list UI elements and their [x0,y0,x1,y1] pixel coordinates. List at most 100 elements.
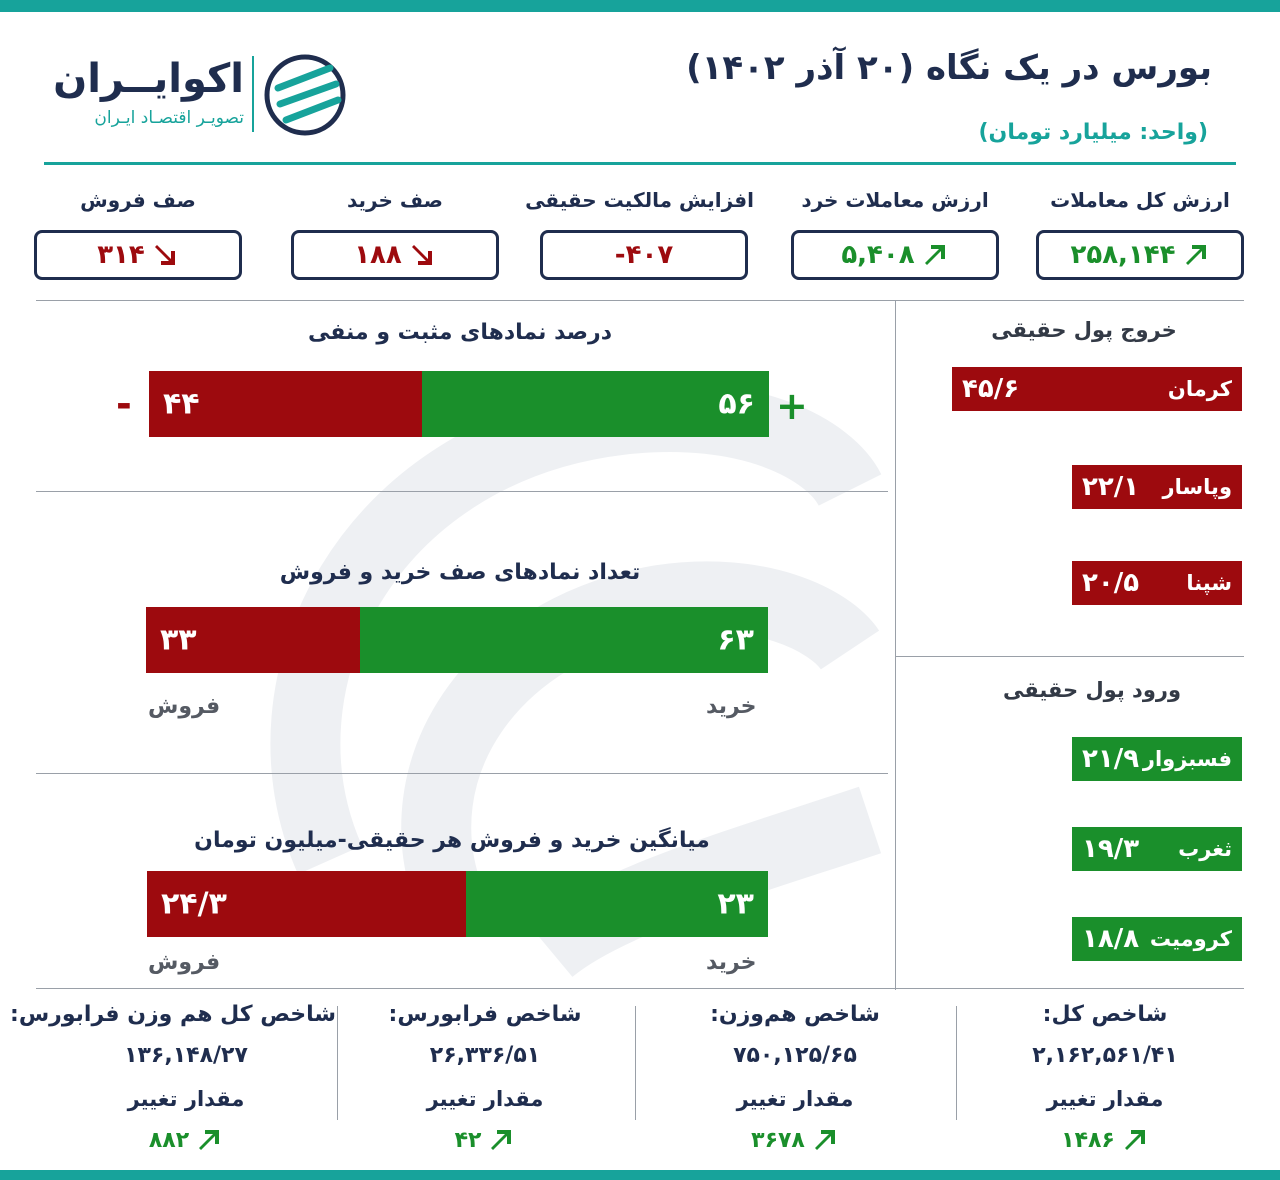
index-change-value: ۸۸۲ [149,1128,189,1153]
index-name: شاخص کل: [955,1002,1255,1027]
stat-label: ارزش کل معاملات [1030,188,1250,212]
index-value: ۲,۱۶۲,۵۶۱/۴۱ [955,1043,1255,1068]
negative-value: ۴۴ [163,387,200,422]
negative-segment: ۴۴ [149,371,422,437]
buy-label: خرید [706,694,757,719]
index-change-label: مقدار تغییر [335,1087,635,1111]
queues-bar: ۳۳ ۶۳ [146,607,768,673]
stat-card: ۵,۴۰۸ [791,230,999,280]
positive-segment: ۵۶ [422,371,769,437]
outflow-bar: کرمان ۴۵/۶ [952,367,1242,411]
index-change-value: ۳۶۷۸ [751,1128,805,1153]
outflow-bar: شپنا ۲۰/۵ [1072,561,1242,605]
symbol-value: ۱۸/۸ [1082,924,1139,954]
index-change: ۸۸۲ [36,1126,336,1154]
sell-label: فروش [148,950,220,975]
logo-separator [252,56,254,132]
arrow-up-icon [811,1126,839,1154]
arrow-up-icon [1182,241,1210,269]
grid-line [896,656,1244,657]
index-value: ۲۶,۳۳۶/۵۱ [335,1043,635,1068]
index-change: ۱۴۸۶ [955,1126,1255,1154]
symbol-name: کرومیت [1150,927,1232,951]
avg-trade-bar: ۲۴/۳ ۲۳ [147,871,768,937]
outflow-bar: وپاسار ۲۲/۱ [1072,465,1242,509]
positive-value: ۵۶ [718,387,755,422]
symbol-name: فسبزوار [1143,747,1232,771]
buy-label: خرید [706,950,757,975]
sell-queue-segment: ۳۳ [146,607,360,673]
avg-buy-segment: ۲۳ [466,871,768,937]
arrow-up-icon [195,1126,223,1154]
index-change: ۴۲ [335,1126,635,1154]
index-change-label: مقدار تغییر [645,1087,945,1111]
symbol-value: ۲۰/۵ [1082,568,1139,598]
arrow-down-icon [151,241,179,269]
queues-title: تعداد نمادهای صف خرید و فروش [110,560,810,585]
logo-tagline: تصویـر اقتصـاد ایـران [72,108,244,128]
index-name: شاخص فرابورس: [335,1002,635,1027]
buy-queue-value: ۶۳ [717,623,754,658]
stat-card: ۱۸۸ [291,230,499,280]
symbol-name: کرمان [1168,377,1232,401]
top-accent-bar [0,0,1280,12]
positive-negative-bar: ۴۴ ۵۶ [149,371,769,437]
symbol-value: ۲۲/۱ [1082,472,1139,502]
stat-value: ۲۵۸,۱۴۴ [1070,240,1175,270]
symbol-name: ثغرب [1178,837,1232,861]
stat-label: صف فروش [28,188,248,212]
inflow-bar: کرومیت ۱۸/۸ [1072,917,1242,961]
grid-vertical-line [895,300,896,990]
index-name: شاخص هم‌وزن: [645,1002,945,1027]
minus-sign: - [116,382,132,426]
symbol-value: ۱۹/۳ [1082,834,1139,864]
grid-line [36,300,1244,301]
grid-line [36,773,888,774]
symbol-value: ۲۱/۹ [1082,744,1139,774]
buy-queue-segment: ۶۳ [360,607,768,673]
positive-negative-title: درصد نمادهای مثبت و منفی [110,320,810,345]
symbol-name: وپاسار [1163,475,1232,499]
symbol-name: شپنا [1186,571,1232,595]
plus-sign: + [776,384,808,428]
avg-sell-segment: ۲۴/۳ [147,871,466,937]
symbol-value: ۴۵/۶ [962,374,1019,404]
inflow-bar: ثغرب ۱۹/۳ [1072,827,1242,871]
ecoiran-logo-icon [264,54,346,136]
index-change-label: مقدار تغییر [36,1087,336,1111]
stat-card: ۳۱۴ [34,230,242,280]
sell-queue-value: ۳۳ [160,623,197,658]
stat-label: افزایش مالکیت حقیقی [534,188,754,212]
sell-label: فروش [148,694,220,719]
index-value: ۱۳۶,۱۴۸/۲۷ [36,1043,336,1068]
stat-label: صف خرید [285,188,505,212]
header-divider [44,162,1236,165]
stat-value: ۳۱۴ [97,240,145,270]
avg-buy-value: ۲۳ [717,887,754,922]
logo-wordmark: اکوایــران [72,56,244,102]
grid-line [36,988,1244,989]
index-value: ۷۵۰,۱۲۵/۶۵ [645,1043,945,1068]
index-change: ۳۶۷۸ [645,1126,945,1154]
index-change-value: ۴۲ [455,1128,482,1153]
arrow-up-icon [487,1126,515,1154]
inflow-title: ورود پول حقیقی [922,678,1262,702]
index-name: شاخص کل هم وزن فرابورس: [36,1002,336,1027]
grid-line [36,491,888,492]
avg-trade-title: میانگین خرید و فروش هر حقیقی-میلیون توما… [102,828,802,853]
arrow-up-icon [921,241,949,269]
arrow-up-icon [1121,1126,1149,1154]
stat-label: ارزش معاملات خرد [785,188,1005,212]
stat-value: -۴۰۷ [615,240,673,270]
stat-value: ۵,۴۰۸ [841,240,914,270]
stat-card: -۴۰۷ [540,230,748,280]
page-title: بورس در یک نگاه (۲۰ آذر ۱۴۰۲) [686,48,1212,88]
stat-card: ۲۵۸,۱۴۴ [1036,230,1244,280]
index-divider [635,1006,636,1120]
arrow-down-icon [408,241,436,269]
inflow-bar: فسبزوار ۲۱/۹ [1072,737,1242,781]
unit-caption: (واحد: میلیارد تومان) [979,120,1209,145]
index-change-label: مقدار تغییر [955,1087,1255,1111]
avg-sell-value: ۲۴/۳ [161,887,227,922]
stat-value: ۱۸۸ [354,240,402,270]
